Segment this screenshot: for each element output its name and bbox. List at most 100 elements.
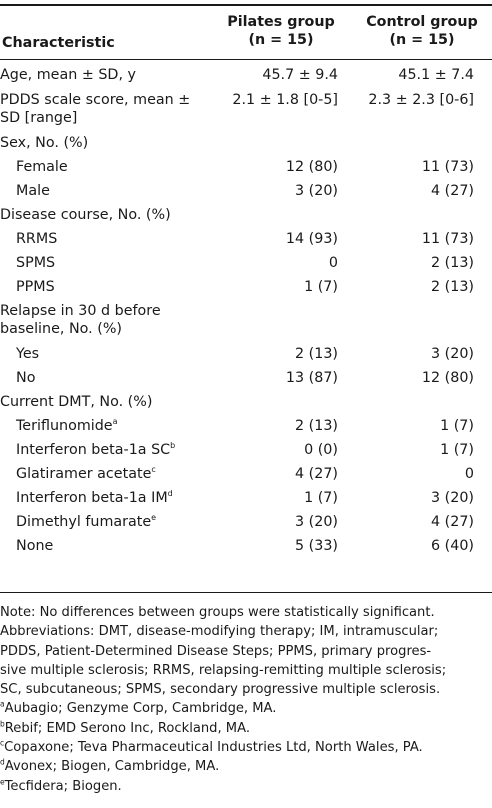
pilates-value: 0	[328, 255, 338, 271]
table-header: Characteristic Pilates group (n = 15) Co…	[0, 10, 492, 58]
control-value: 1 (7)	[440, 418, 474, 434]
header-control-n: (n = 15)	[389, 32, 455, 48]
pilates-value: 14 (93)	[285, 231, 338, 247]
table-body: Age, mean ± SD, y 45.7 ± 9.4 45.1 ± 7.4 …	[0, 66, 492, 561]
header-pilates-n: (n = 15)	[248, 32, 314, 48]
table-row: No 13 (87) 12 (80)	[0, 369, 492, 393]
header-pilates-title: Pilates group	[227, 14, 335, 30]
drug-name: Teriflunomide	[16, 418, 113, 434]
footnote-text: Aubagio; Genzyme Corp, Cambridge, MA.	[4, 701, 277, 717]
row-label: Dimethyl fumaratee	[16, 513, 156, 531]
header-pilates-group: Pilates group (n = 15)	[210, 13, 352, 49]
table-row: Glatiramer acetatec 4 (27) 0	[0, 465, 492, 489]
header-characteristic: Characteristic	[2, 35, 115, 51]
row-label-line1: PDDS scale score, mean ±	[0, 92, 191, 108]
control-value: 12 (80)	[421, 370, 474, 386]
row-label: PPMS	[16, 279, 55, 295]
table-row: Current DMT, No. (%)	[0, 393, 492, 417]
footnote-text: Avonex; Biogen, Cambridge, MA.	[4, 759, 220, 775]
table-row: Interferon beta-1a SCb 0 (0) 1 (7)	[0, 441, 492, 465]
control-value: 2 (13)	[431, 279, 474, 295]
pilates-value: 13 (87)	[285, 370, 338, 386]
footnote-marker: e	[0, 777, 5, 787]
footnote-text: Copaxone; Teva Pharmaceutical Industries…	[4, 740, 423, 756]
table-row: None 5 (33) 6 (40)	[0, 537, 492, 561]
pilates-value: 3 (20)	[295, 514, 338, 530]
table-row: Interferon beta-1a IMd 1 (7) 3 (20)	[0, 489, 492, 513]
drug-name: Interferon beta-1a SC	[16, 442, 171, 458]
footnote-marker: b	[170, 441, 176, 451]
row-label: PDDS scale score, mean ± SD [range]	[0, 91, 190, 127]
table-row: Sex, No. (%)	[0, 134, 492, 158]
pilates-value: 2 (13)	[295, 418, 338, 434]
row-label: SPMS	[16, 255, 56, 271]
table-row: Dimethyl fumaratee 3 (20) 4 (27)	[0, 513, 492, 537]
control-value: 4 (27)	[431, 183, 474, 199]
header-control-title: Control group	[366, 14, 478, 30]
pilates-value: 4 (27)	[295, 466, 338, 482]
pilates-value: 5 (33)	[295, 538, 338, 554]
pilates-value: 1 (7)	[304, 490, 338, 506]
row-label-line2: SD [range]	[0, 110, 78, 126]
row-label: Yes	[16, 346, 40, 362]
footnote-text: Tecfidera; Biogen.	[4, 778, 122, 794]
pilates-value: 1 (7)	[304, 279, 338, 295]
control-value: 2.3 ± 2.3 [0-6]	[368, 92, 474, 108]
footnote-marker: d	[167, 489, 173, 499]
control-value: 4 (27)	[431, 514, 474, 530]
table-row: RRMS 14 (93) 11 (73)	[0, 230, 492, 254]
top-rule	[0, 4, 492, 6]
table-row: Yes 2 (13) 3 (20)	[0, 345, 492, 369]
header-rule	[0, 59, 492, 60]
drug-name: Dimethyl fumarate	[16, 514, 152, 530]
table-row: PDDS scale score, mean ± SD [range] 2.1 …	[0, 91, 492, 134]
footnote-text: Rebif; EMD Serono Inc, Rockland, MA.	[4, 720, 250, 736]
footnote-b: bRebif; EMD Serono Inc, Rockland, MA.	[0, 719, 492, 738]
table-row: Female 12 (80) 11 (73)	[0, 158, 492, 182]
row-label: No	[16, 370, 36, 386]
footnote-c: cCopaxone; Teva Pharmaceutical Industrie…	[0, 738, 492, 757]
footnote-marker: c	[0, 738, 5, 748]
drug-name: Interferon beta-1a IM	[16, 490, 168, 506]
row-label: None	[16, 538, 54, 554]
row-label: Relapse in 30 d before baseline, No. (%)	[0, 302, 161, 338]
row-label-line2: baseline, No. (%)	[0, 321, 122, 337]
footnote-d: dAvonex; Biogen, Cambridge, MA.	[0, 757, 492, 776]
row-label: Teriflunomidea	[16, 417, 118, 435]
row-label: RRMS	[16, 231, 58, 247]
bottom-rule	[0, 592, 492, 593]
note-significance: Note: No differences between groups were…	[0, 605, 435, 620]
row-label-line1: Relapse in 30 d before	[0, 303, 161, 319]
footnote-marker: d	[0, 758, 5, 768]
footnote-marker: a	[112, 417, 118, 427]
pilates-value: 3 (20)	[295, 183, 338, 199]
footnote-e: eTecfidera; Biogen.	[0, 777, 492, 796]
header-control-group: Control group (n = 15)	[352, 13, 492, 49]
control-value: 3 (20)	[431, 490, 474, 506]
control-value: 11 (73)	[421, 231, 474, 247]
footnote-marker: e	[151, 513, 157, 523]
pilates-value: 2 (13)	[295, 346, 338, 362]
pilates-value: 12 (80)	[285, 159, 338, 175]
row-label: Disease course, No. (%)	[0, 207, 171, 223]
row-label: Age, mean ± SD, y	[0, 67, 136, 83]
control-value: 0	[464, 466, 474, 482]
row-label: Sex, No. (%)	[0, 135, 89, 151]
row-label: Male	[16, 183, 50, 199]
control-value: 2 (13)	[431, 255, 474, 271]
table-row: Male 3 (20) 4 (27)	[0, 182, 492, 206]
table-row: Age, mean ± SD, y 45.7 ± 9.4 45.1 ± 7.4	[0, 66, 492, 91]
note-abbreviations-3: sive multiple sclerosis; RRMS, relapsing…	[0, 662, 447, 678]
control-value: 3 (20)	[431, 346, 474, 362]
pilates-value: 2.1 ± 1.8 [0-5]	[232, 92, 338, 108]
table-row: SPMS 0 2 (13)	[0, 254, 492, 278]
control-value: 45.1 ± 7.4	[398, 67, 474, 83]
row-label: Interferon beta-1a SCb	[16, 441, 175, 459]
control-value: 1 (7)	[440, 442, 474, 458]
note-abbreviations-1: Abbreviations: DMT, disease-modifying th…	[0, 624, 439, 640]
note-abbreviations-2: PDDS, Patient-Determined Disease Steps; …	[0, 643, 432, 659]
note-abbreviations-4: SC, subcutaneous; SPMS, secondary progre…	[0, 682, 441, 698]
table-notes: Note: No differences between groups were…	[0, 603, 492, 796]
row-label: Current DMT, No. (%)	[0, 394, 153, 410]
footnote-marker: b	[0, 719, 5, 729]
